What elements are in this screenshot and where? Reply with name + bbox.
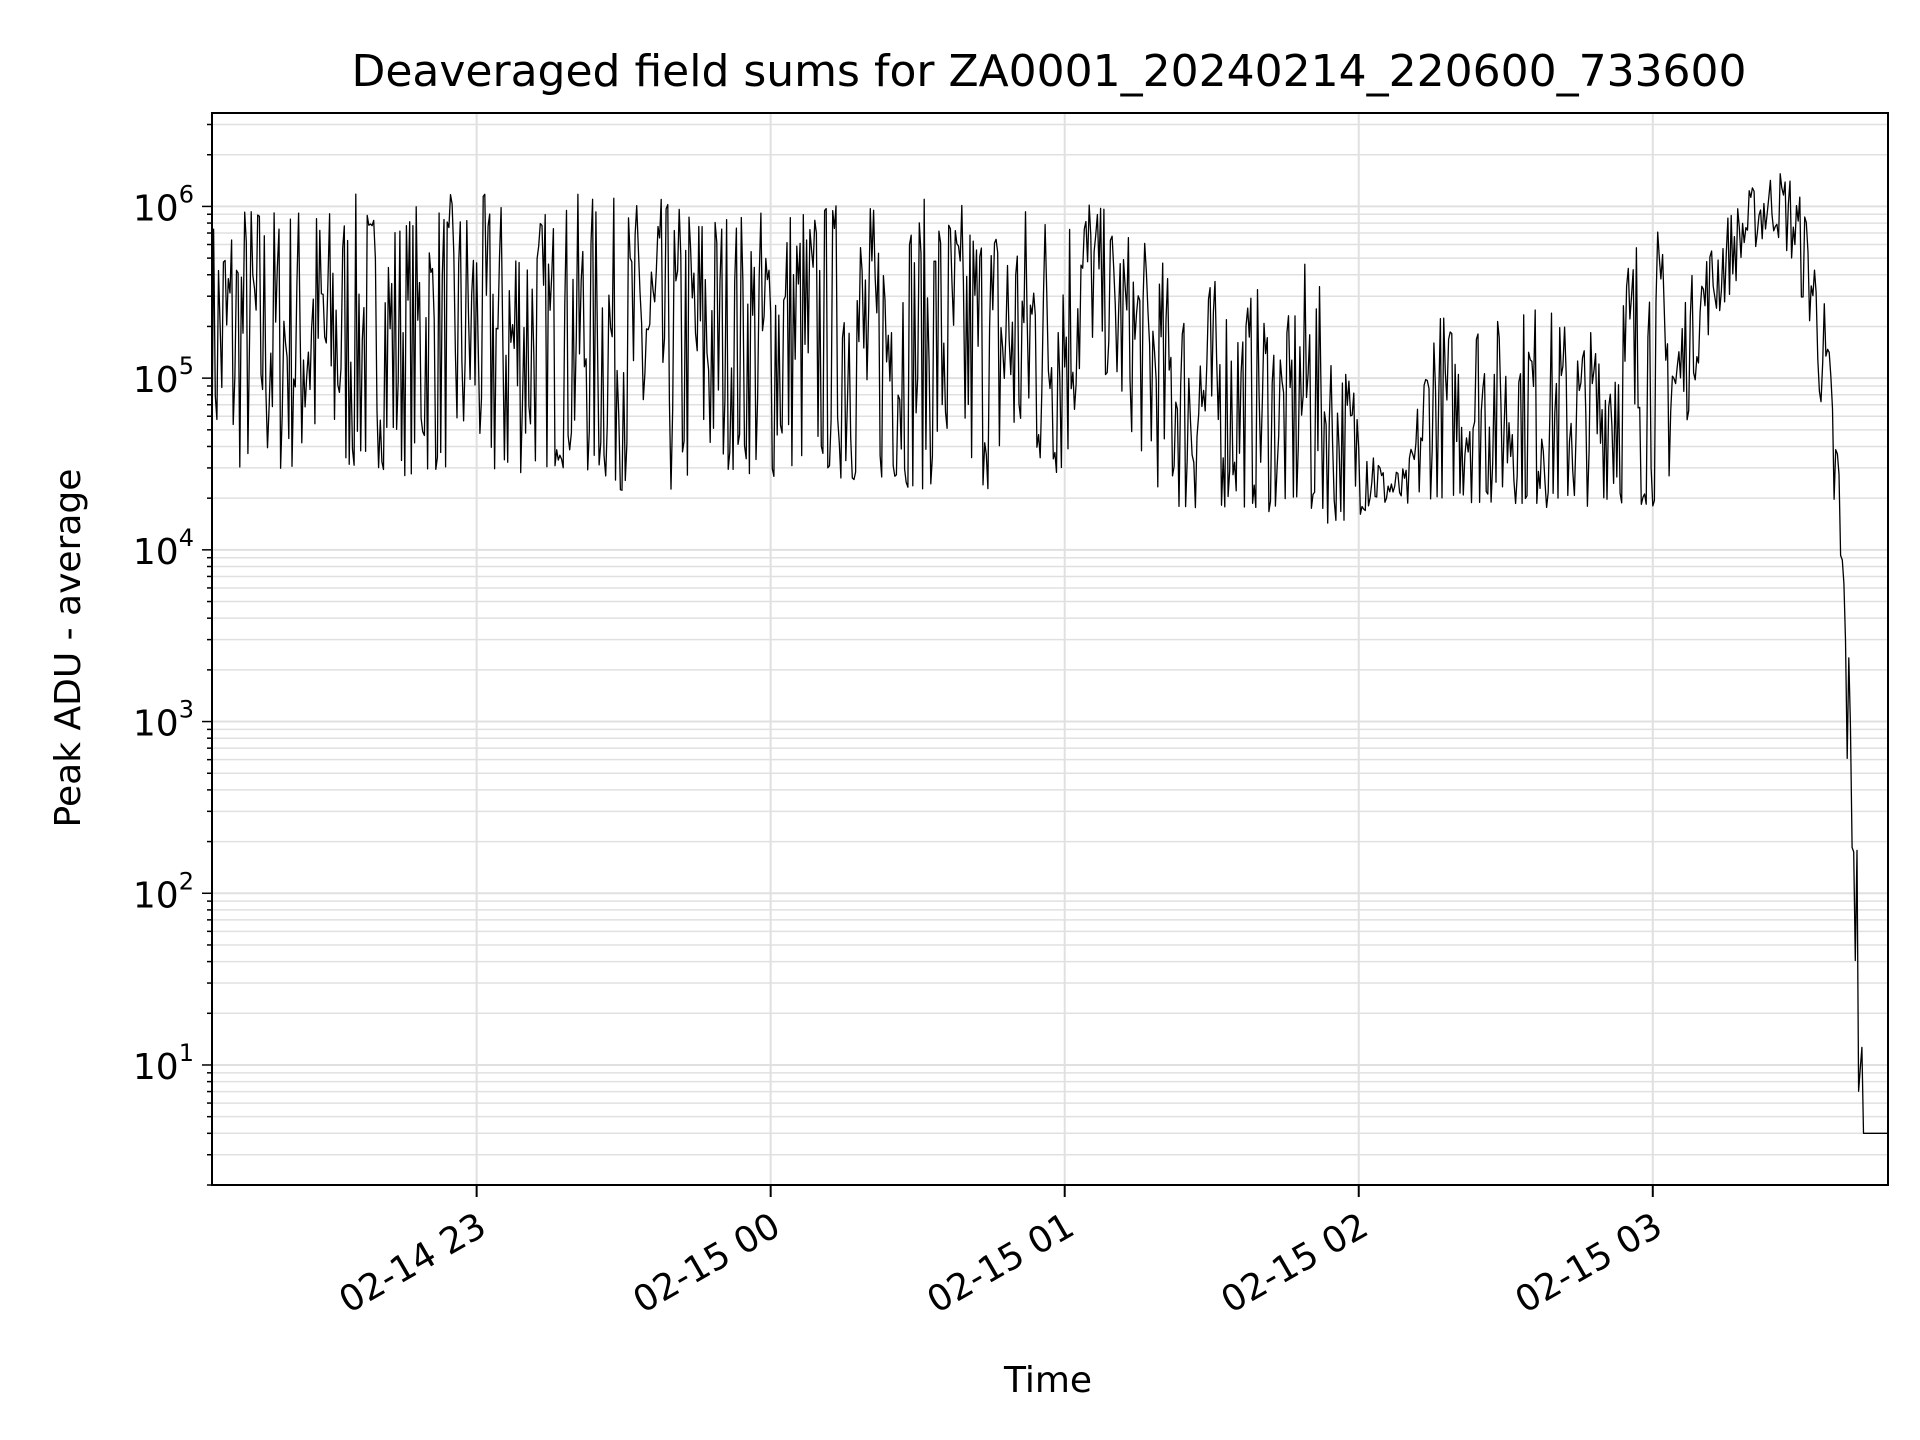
y-tick-base: 10 <box>133 360 179 401</box>
y-tick-label: 102 <box>133 867 194 916</box>
x-tick-label: 02-15 00 <box>626 1205 787 1321</box>
y-tick-base: 10 <box>133 704 179 745</box>
grid <box>212 113 1888 1186</box>
y-tick-label: 106 <box>133 180 194 229</box>
y-tick-label: 105 <box>133 352 194 401</box>
x-axis-label: Time <box>1003 1360 1092 1401</box>
y-tick-base: 10 <box>133 875 179 916</box>
x-tick-label: 02-14 23 <box>332 1205 493 1321</box>
x-tick-label: 02-15 03 <box>1509 1205 1670 1321</box>
plot-frame <box>211 112 1889 1186</box>
y-tick-base: 10 <box>133 532 179 573</box>
series-layer <box>211 173 1888 1134</box>
y-tick-exponent: 5 <box>179 352 194 380</box>
y-tick-exponent: 4 <box>179 524 194 552</box>
y-tick-exponent: 6 <box>179 180 194 208</box>
y-tick-label: 103 <box>133 696 194 745</box>
y-tick-label: 104 <box>133 524 194 573</box>
y-tick-exponent: 2 <box>179 867 194 895</box>
y-tick-exponent: 3 <box>179 696 194 724</box>
x-tick-label: 02-15 02 <box>1215 1205 1376 1321</box>
y-tick-base: 10 <box>133 1047 179 1088</box>
y-tick-base: 10 <box>133 188 179 229</box>
chart-title: Deaveraged field sums for ZA0001_2024021… <box>351 46 1746 97</box>
y-tick-label: 101 <box>133 1039 194 1088</box>
y-tick-exponent: 1 <box>179 1039 194 1067</box>
x-tick-label: 02-15 01 <box>921 1205 1082 1321</box>
series-line <box>211 173 1888 1134</box>
ticks: 02-14 23 02-15 00 02-15 01 02-15 02 02-15 03… <box>133 123 1670 1322</box>
y-axis-label: Peak ADU - average <box>48 469 89 828</box>
